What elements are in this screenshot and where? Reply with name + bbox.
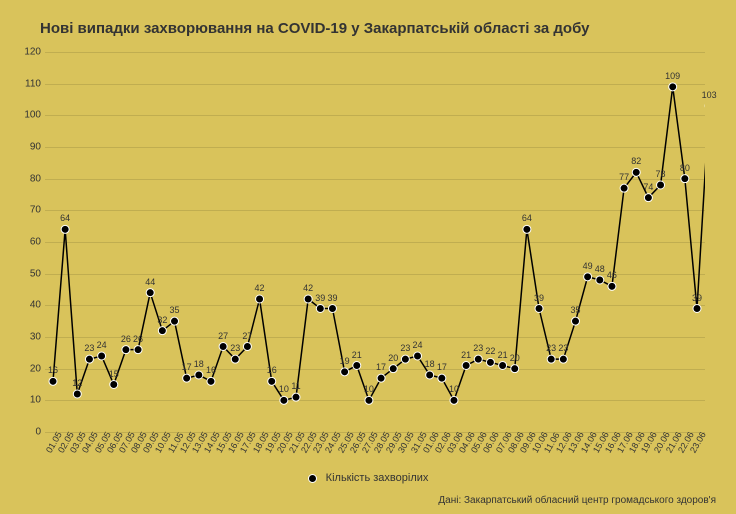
data-label: 21: [498, 350, 508, 360]
data-label: 16: [267, 365, 277, 375]
source-text: Дані: Закарпатський обласний центр грома…: [438, 495, 716, 506]
data-label: 15: [109, 369, 119, 379]
y-tick-label: 10: [30, 395, 41, 406]
data-label: 16: [48, 365, 58, 375]
data-label: 23: [400, 343, 410, 353]
data-label: 49: [583, 261, 593, 271]
chart-title: Нові випадки захворювання на COVID-19 у …: [40, 20, 706, 37]
data-label: 10: [279, 384, 289, 394]
data-label: 26: [133, 334, 143, 344]
data-label: 39: [327, 293, 337, 303]
y-tick-label: 70: [30, 205, 41, 216]
y-tick-label: 110: [25, 78, 41, 89]
data-label: 109: [665, 71, 680, 81]
data-label: 24: [97, 340, 107, 350]
data-label: 20: [510, 353, 520, 363]
legend: Кількість захворілих: [0, 472, 736, 484]
data-label: 24: [413, 340, 423, 350]
data-label: 18: [194, 359, 204, 369]
data-label: 46: [607, 270, 617, 280]
y-tick-label: 120: [24, 47, 41, 58]
data-label: 23: [473, 343, 483, 353]
data-label: 32: [157, 315, 167, 325]
data-label: 64: [522, 213, 532, 223]
y-tick-label: 80: [30, 173, 41, 184]
data-label: 35: [570, 305, 580, 315]
y-tick-label: 20: [30, 363, 41, 374]
data-label: 10: [449, 384, 459, 394]
data-label: 17: [182, 362, 192, 372]
data-label: 18: [425, 359, 435, 369]
data-label: 64: [60, 213, 70, 223]
y-tick-label: 90: [30, 142, 41, 153]
plot-area: 0102030405060708090100110120 01.0502.050…: [45, 52, 705, 432]
data-label: 48: [595, 264, 605, 274]
y-tick-label: 100: [24, 110, 41, 121]
y-tick-label: 50: [30, 268, 41, 279]
data-label: 23: [558, 343, 568, 353]
data-label: 10: [364, 384, 374, 394]
y-tick-label: 0: [35, 427, 41, 438]
legend-label: Кількість захворілих: [326, 472, 429, 484]
data-label: 42: [255, 283, 265, 293]
data-label: 27: [242, 331, 252, 341]
data-label: 77: [619, 172, 629, 182]
data-label: 39: [534, 293, 544, 303]
data-label: 19: [340, 356, 350, 366]
data-label: 44: [145, 277, 155, 287]
data-label: 23: [230, 343, 240, 353]
data-label: 23: [546, 343, 556, 353]
line-series: [45, 52, 705, 432]
legend-marker: [308, 474, 317, 483]
data-label: 17: [437, 362, 447, 372]
y-axis: 0102030405060708090100110120: [17, 52, 45, 432]
data-label: 17: [376, 362, 386, 372]
y-tick-label: 30: [30, 332, 41, 343]
data-label: 26: [121, 334, 131, 344]
data-label: 22: [485, 346, 495, 356]
data-label: 16: [206, 365, 216, 375]
data-label: 103: [702, 90, 717, 100]
chart-container: Нові випадки захворювання на COVID-19 у …: [0, 0, 736, 514]
data-label: 78: [656, 169, 666, 179]
data-label: 35: [169, 305, 179, 315]
data-label: 11: [291, 381, 300, 391]
data-label: 21: [461, 350, 471, 360]
data-label: 12: [72, 378, 82, 388]
data-label: 82: [631, 156, 641, 166]
y-tick-label: 40: [30, 300, 41, 311]
data-label: 74: [643, 182, 653, 192]
data-label: 20: [388, 353, 398, 363]
data-label: 80: [680, 163, 690, 173]
y-tick-label: 60: [30, 237, 41, 248]
data-label: 23: [84, 343, 94, 353]
data-label: 39: [692, 293, 702, 303]
data-label: 42: [303, 283, 313, 293]
data-label: 27: [218, 331, 228, 341]
data-label: 21: [352, 350, 362, 360]
data-label: 39: [315, 293, 325, 303]
x-axis: 01.0502.0503.0504.0505.0506.0507.0508.05…: [45, 434, 705, 464]
